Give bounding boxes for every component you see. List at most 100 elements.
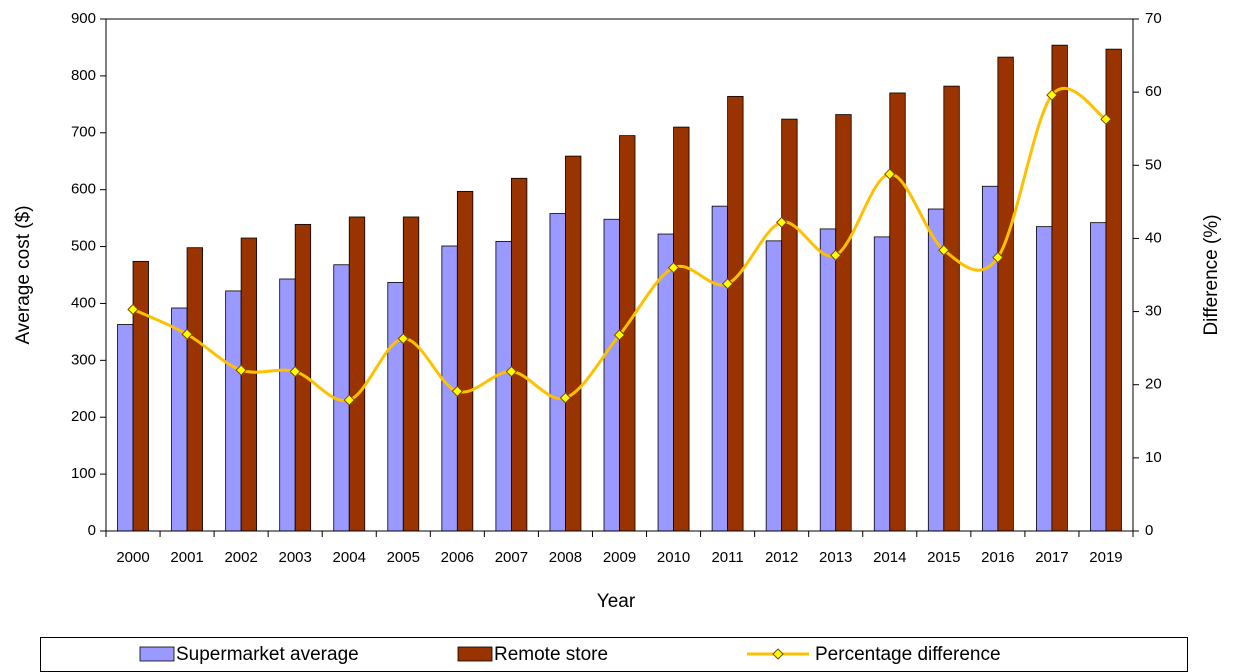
- x-tick-label: 2016: [981, 549, 1014, 566]
- y-tick-label: 300: [71, 351, 96, 368]
- bar: [565, 155, 582, 532]
- bar: [673, 126, 690, 532]
- y2-tick-label: 20: [1145, 376, 1162, 393]
- y2-tick-label: 50: [1145, 156, 1162, 173]
- x-tick-label: 2015: [927, 549, 960, 566]
- line-marker: [775, 216, 788, 229]
- bar: [348, 216, 366, 532]
- line-marker: [235, 364, 247, 376]
- line-marker: [830, 249, 842, 261]
- x-tick-label: 2014: [873, 549, 906, 566]
- line-marker: [181, 328, 193, 340]
- y-tick-label: 400: [71, 294, 96, 311]
- bar: [997, 56, 1014, 532]
- bar: [943, 85, 960, 532]
- x-tick-label: 2010: [657, 549, 690, 566]
- line-marker: [451, 385, 464, 398]
- legend-swatch: [772, 648, 784, 660]
- y2-tick-label: 30: [1145, 303, 1162, 320]
- bar: [171, 307, 188, 532]
- y2-tick-label: 40: [1145, 229, 1162, 246]
- bar: [1051, 44, 1068, 532]
- line-marker: [667, 261, 680, 274]
- line-marker: [127, 303, 139, 316]
- y-tick-label: 0: [88, 522, 96, 539]
- x-tick-label: 2013: [819, 549, 852, 566]
- legend-swatch: [457, 646, 493, 662]
- x-tick-label: 2002: [224, 549, 257, 566]
- legend-swatch: [139, 646, 175, 662]
- line-marker: [938, 244, 950, 256]
- x-tick-label: 2009: [603, 549, 636, 566]
- bar: [603, 218, 620, 532]
- legend-label: Percentage difference: [815, 644, 1001, 665]
- line-marker: [1100, 113, 1112, 125]
- x-tick-label: 2017: [1035, 549, 1068, 566]
- y-tick-label: 100: [71, 465, 96, 482]
- bar: [889, 92, 906, 532]
- x-axis-title: Year: [597, 591, 636, 612]
- bar: [981, 185, 999, 532]
- y-axis-title: Average cost ($): [13, 205, 34, 344]
- bar: [727, 95, 744, 532]
- x-tick-label: 2012: [765, 549, 798, 566]
- legend-label: Remote store: [494, 644, 608, 665]
- bar: [387, 281, 404, 532]
- x-tick-label: 2000: [116, 549, 149, 566]
- line-marker: [613, 329, 626, 341]
- bar: [835, 114, 852, 532]
- x-tick-label: 2006: [441, 549, 474, 566]
- line-marker: [721, 278, 734, 290]
- line-marker: [992, 251, 1004, 264]
- line-marker: [343, 394, 355, 406]
- bar: [402, 216, 420, 532]
- bar: [510, 177, 528, 532]
- y-tick-label: 900: [71, 10, 96, 27]
- y2-tick-label: 60: [1145, 83, 1162, 100]
- y-tick-label: 200: [71, 408, 96, 425]
- bar: [765, 240, 783, 532]
- bar: [495, 241, 512, 532]
- y-tick-label: 800: [71, 67, 96, 84]
- x-tick-label: 2008: [549, 549, 582, 566]
- y2-tick-label: 70: [1145, 10, 1162, 27]
- bar: [279, 278, 296, 532]
- bar: [186, 247, 203, 532]
- x-tick-label: 2001: [170, 549, 203, 566]
- x-tick-label: 2011: [711, 549, 743, 566]
- bar: [781, 118, 798, 532]
- bar: [819, 228, 837, 532]
- legend-label: Supermarket average: [176, 644, 359, 665]
- bar: [1036, 226, 1053, 532]
- y2-axis-title: Difference (%): [1201, 214, 1222, 335]
- x-tick-label: 2007: [495, 549, 528, 566]
- bar: [873, 236, 891, 532]
- y2-tick-label: 10: [1145, 449, 1162, 466]
- x-tick-label: 2005: [387, 549, 420, 566]
- plot-frame: [105, 18, 1134, 532]
- bar: [927, 208, 945, 532]
- y2-tick-label: 0: [1145, 522, 1153, 539]
- y-tick-label: 600: [71, 181, 96, 198]
- x-tick-label: 2004: [333, 549, 366, 566]
- bar: [549, 213, 566, 532]
- bar: [132, 260, 149, 532]
- bar: [117, 324, 134, 532]
- x-tick-label: 2003: [278, 549, 311, 566]
- x-tick-label: 2019: [1089, 549, 1122, 566]
- bar: [711, 205, 729, 532]
- line-marker: [289, 365, 301, 378]
- line-marker: [884, 168, 896, 180]
- line-marker: [397, 332, 409, 345]
- bar: [456, 190, 474, 532]
- bar: [225, 290, 242, 532]
- y-tick-label: 500: [71, 238, 96, 255]
- line-marker: [1046, 89, 1058, 101]
- bar: [1090, 222, 1107, 532]
- y-tick-label: 700: [71, 124, 96, 141]
- line-marker: [505, 365, 518, 378]
- line: [132, 86, 1107, 403]
- line-marker: [559, 392, 572, 404]
- bar: [240, 237, 258, 532]
